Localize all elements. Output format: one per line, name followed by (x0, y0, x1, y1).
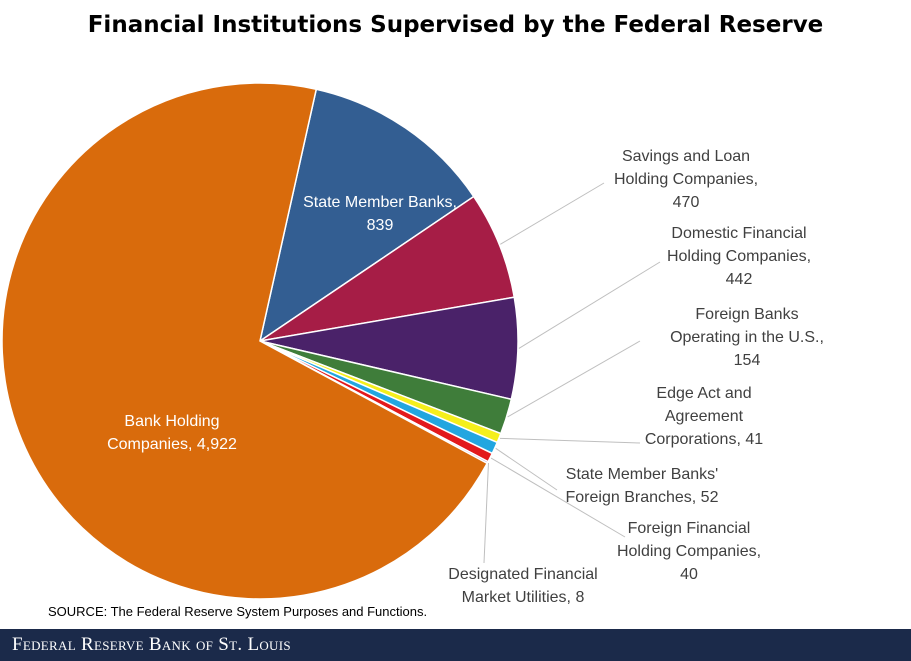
slice-label: Edge Act and Agreement Corporations, 41 (645, 385, 763, 448)
leader-line (499, 437, 641, 444)
chart-title: Financial Institutions Supervised by the… (87, 12, 824, 38)
slice-label: Domestic Financial Holding Companies, 442 (667, 225, 811, 288)
pie-slice (258, 88, 475, 343)
slice-label-line: State Member Banks' (566, 466, 718, 483)
footer-brand: Federal Reserve Bank of St. Louis (12, 634, 291, 655)
slice-label-line: Savings and Loan (622, 148, 750, 165)
slice-label-line: Domestic Financial (671, 225, 806, 242)
pie-slice (259, 195, 516, 342)
slice-label: Bank Holding Companies, 4,922 (107, 413, 237, 453)
slice-label-line: 40 (680, 566, 698, 583)
slice-label-line: Agreement (665, 408, 744, 425)
slice-label-line: Operating in the U.S., (670, 329, 824, 346)
pie-slice (1, 82, 489, 600)
slice-label-line: Foreign Financial (628, 520, 751, 537)
slice-label-line: Holding Companies, (614, 171, 758, 188)
slice-label-line: 839 (367, 217, 394, 234)
leader-line (490, 457, 626, 538)
slice-label-line: Holding Companies, (617, 543, 761, 560)
slice-label-line: Foreign Branches, 52 (566, 489, 719, 506)
slice-label-line: Corporations, 41 (645, 431, 763, 448)
slice-label-line: Bank Holding (124, 413, 219, 430)
leader-line (495, 447, 558, 491)
slice-label: Foreign Financial Holding Companies, 40 (617, 520, 761, 583)
source-note: SOURCE: The Federal Reserve System Purpo… (48, 604, 428, 619)
slice-label: State Member Banks, 839 (303, 194, 457, 234)
slice-label-line: 442 (726, 271, 753, 288)
slice-label-line: Holding Companies, (667, 248, 811, 265)
leader-line (483, 462, 489, 564)
footer-bar: Federal Reserve Bank of St. Louis (0, 629, 911, 661)
slice-label-line: State Member Banks, (303, 194, 457, 211)
slice-label-line: Designated Financial (448, 566, 597, 583)
slice-label-line: 154 (734, 352, 761, 369)
slice-label: State Member Banks' Foreign Branches, 52 (566, 466, 719, 506)
slice-label-line: 470 (673, 194, 700, 211)
slice-label: Designated Financial Market Utilities, 8 (448, 566, 597, 606)
slice-label-line: Companies, 4,922 (107, 436, 237, 453)
slice-label-line: Edge Act and (656, 385, 751, 402)
slice-label-line: Foreign Banks (695, 306, 798, 323)
leader-line (507, 340, 641, 418)
slice-label: Foreign Banks Operating in the U.S., 154 (670, 306, 824, 369)
slice-label: Savings and Loan Holding Companies, 470 (614, 148, 758, 211)
leader-line (518, 261, 661, 349)
leader-line (500, 182, 605, 245)
slice-label-line: Market Utilities, 8 (462, 589, 585, 606)
